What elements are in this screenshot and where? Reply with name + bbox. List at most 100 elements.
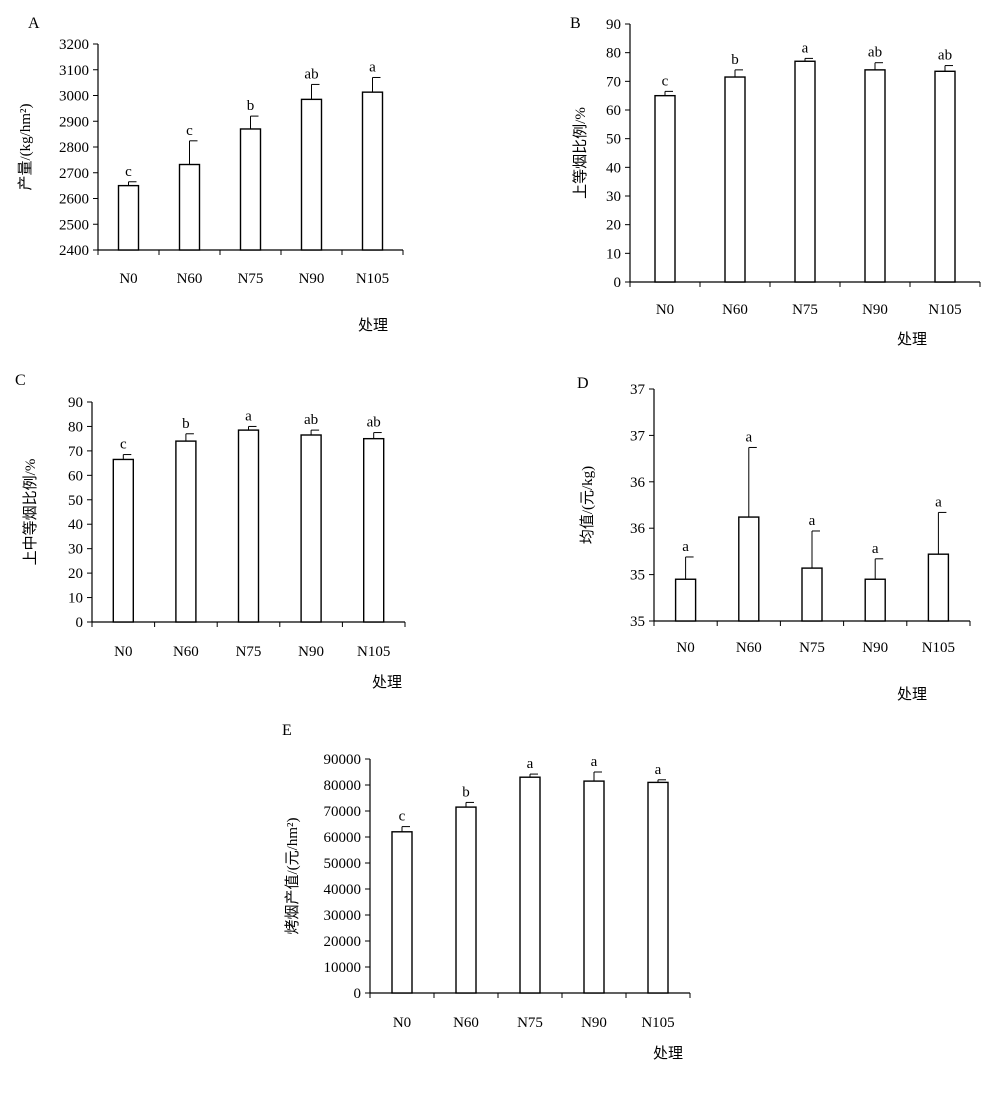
panel-c-bar — [300, 434, 322, 623]
panel-d: D 35 35 36 36 37 37 a N0 a N60 a N75 a N90 a N105 均值/(元/k… — [577, 375, 971, 703]
panel-b-ytick-label: 30 — [606, 189, 621, 205]
panel-d-category-label: N0 — [676, 640, 694, 656]
panel-c-significance-label: ab — [304, 412, 318, 428]
panel-e-ytick-label: 60000 — [324, 830, 362, 846]
panel-a-bar — [300, 98, 323, 251]
panel-b-bar — [654, 94, 676, 283]
panel-d-bar — [864, 578, 886, 622]
panel-a-bar — [361, 91, 384, 251]
panel-b-category-label: N60 — [722, 302, 748, 318]
panel-b-category-label: N105 — [928, 302, 961, 318]
panel-e-significance-label: a — [527, 756, 534, 772]
panel-e-ytick-label: 80000 — [324, 778, 362, 794]
panel-e-category-label: N90 — [581, 1015, 607, 1031]
panel-e-letter: E — [282, 722, 292, 739]
panel-d-significance-label: a — [682, 539, 689, 555]
panel-c-ytick-label: 50 — [68, 493, 83, 509]
panel-b-significance-label: b — [731, 52, 739, 68]
panel-d-ytick-label: 37 — [630, 428, 646, 444]
panel-a-category-label: N0 — [119, 271, 137, 287]
panel-d-ytick-label: 35 — [630, 614, 645, 630]
panel-e-ytick-label: 0 — [354, 986, 362, 1002]
panel-d-y-axis-title: 均值/(元/kg) — [579, 466, 596, 544]
panel-a-ytick-label: 3100 — [59, 63, 89, 79]
panel-c-category-label: N105 — [357, 644, 390, 660]
panel-b-significance-label: ab — [938, 48, 952, 64]
panel-b-bar — [794, 60, 816, 283]
panel-b-letter: B — [570, 15, 581, 32]
panel-a-significance-label: a — [369, 59, 376, 75]
panel-b-y-axis-title: 上等烟比例/% — [571, 107, 589, 199]
panel-b-ytick-label: 40 — [606, 160, 621, 176]
panel-a-ytick-label: 2900 — [59, 114, 89, 130]
panel-b-category-label: N90 — [862, 302, 888, 318]
panel-d-ytick-label: 35 — [630, 568, 645, 584]
panel-c-bar — [112, 458, 135, 623]
panel-d-significance-label: a — [809, 513, 816, 529]
panel-d-category-label: N60 — [736, 640, 762, 656]
panel-c-ytick-label: 40 — [68, 517, 83, 533]
panel-e-category-label: N60 — [453, 1015, 479, 1031]
panel-a-ytick-label: 3200 — [59, 37, 89, 53]
panel-a-significance-label: c — [125, 164, 132, 180]
panel-d-category-label: N75 — [799, 640, 825, 656]
panel-d-ytick-label: 36 — [630, 475, 646, 491]
panel-a-ytick-label: 2800 — [59, 140, 89, 156]
panel-d-significance-label: a — [935, 494, 942, 510]
panel-e-bar — [647, 781, 669, 994]
panel-c-ytick-label: 70 — [68, 444, 83, 460]
panel-c-ytick-label: 60 — [68, 468, 83, 484]
panel-c-bar — [175, 440, 197, 623]
panel-e-bar — [391, 831, 413, 994]
panel-e-bar — [455, 806, 477, 994]
panel-b-ytick-label: 90 — [606, 17, 621, 33]
panel-d-significance-label: a — [745, 429, 752, 445]
panel-a-ytick-label: 2400 — [59, 243, 89, 259]
panel-a-ytick-label: 2700 — [59, 166, 89, 182]
panel-d-significance-label: a — [872, 541, 879, 557]
panel-a-bar — [117, 184, 140, 251]
panel-c-significance-label: c — [120, 437, 127, 453]
panel-a-category-label: N60 — [177, 271, 203, 287]
panel-b-ytick-label: 10 — [606, 246, 621, 262]
panel-e-ytick-label: 70000 — [324, 804, 362, 820]
panel-c-x-axis-title: 处理 — [372, 674, 402, 691]
panel-b-ytick-label: 0 — [614, 275, 622, 291]
panel-b-bar — [864, 69, 886, 283]
panel-c-category-label: N60 — [173, 644, 199, 660]
panel-e-significance-label: b — [462, 784, 470, 800]
panel-e-bar — [519, 776, 541, 994]
panel-a: A 2400 2500 2600 2700 2800 2900 3000 3100 3200 c N0… — [17, 15, 404, 334]
panel-a-ytick-label: 2500 — [59, 217, 89, 233]
panel-c-letter: C — [15, 372, 26, 389]
panel-e-ytick-label: 50000 — [324, 856, 362, 872]
panel-c-y-axis-title: 上中等烟比例/% — [21, 459, 39, 566]
panel-a-category-label: N75 — [238, 271, 264, 287]
panel-a-ytick-label: 3000 — [59, 89, 89, 105]
panel-b-significance-label: a — [802, 40, 809, 56]
panel-c-significance-label: a — [245, 408, 252, 424]
panel-a-y-axis-title: 产量/(kg/hm²) — [17, 104, 34, 191]
panel-e-ytick-label: 10000 — [324, 960, 362, 976]
panel-e-bar — [583, 780, 605, 994]
panel-a-letter: A — [28, 15, 40, 32]
panel-c-category-label: N90 — [298, 644, 324, 660]
panel-c-ytick-label: 30 — [68, 542, 83, 558]
panel-b-ytick-label: 20 — [606, 218, 621, 234]
panel-e-category-label: N75 — [517, 1015, 543, 1031]
panel-b-category-label: N75 — [792, 302, 818, 318]
panel-c-category-label: N0 — [114, 644, 132, 660]
panel-b: B 0 10 20 30 40 50 60 70 80 90 c N0 b N60 a N75 ab N90 ab N1… — [570, 15, 981, 348]
panel-b-bar — [934, 70, 956, 283]
panel-a-significance-label: b — [247, 98, 255, 114]
panel-d-bar — [738, 516, 760, 622]
panel-b-ytick-label: 50 — [606, 132, 621, 148]
panel-b-significance-label: ab — [868, 45, 882, 61]
panel-a-significance-label: c — [186, 123, 193, 139]
panel-c-ytick-label: 80 — [68, 419, 83, 435]
panel-d-letter: D — [577, 375, 589, 392]
panel-b-significance-label: c — [662, 73, 669, 89]
panel-d-bar — [674, 578, 697, 622]
panel-d-category-label: N90 — [862, 640, 888, 656]
